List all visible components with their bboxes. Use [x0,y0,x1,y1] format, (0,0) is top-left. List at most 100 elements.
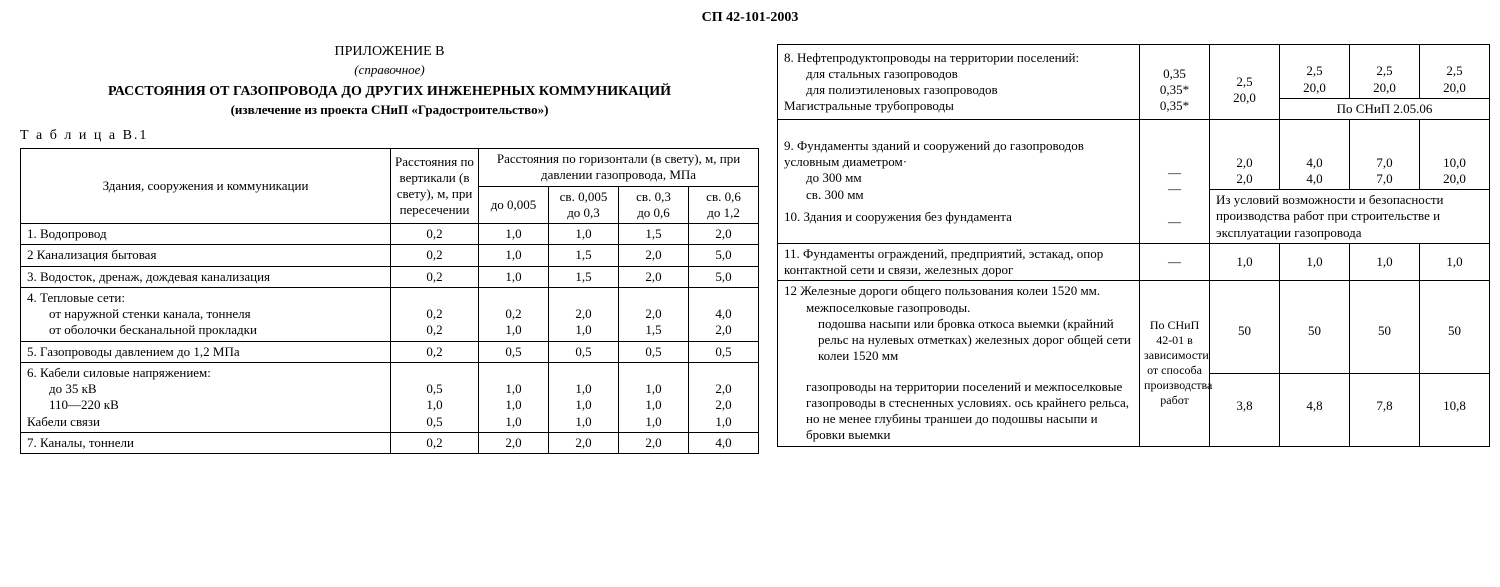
row-4-label: 4. Тепловые сети: от наружной стенки кан… [21,287,391,341]
cell-v: 7,0 [1376,155,1392,170]
cell: 0,2 [391,432,479,453]
cell: 0,21,0 [479,287,549,341]
cell: 2,0 [689,224,759,245]
th-p3a: св. 0,3 [636,189,671,204]
main-title: РАССТОЯНИЯ ОТ ГАЗОПРОВОДА ДО ДРУГИХ ИНЖЕ… [20,84,759,100]
two-column-layout: ПРИЛОЖЕНИЕ В (справочное) РАССТОЯНИЯ ОТ … [20,44,1480,454]
cell: 50 10,8 [1420,281,1490,446]
row-2: 2 Канализация бытовая 0,2 1,0 1,5 2,0 5,… [21,245,759,266]
cell-v: 1,0 [505,381,521,396]
row-12a2: подошва насыпи или бровка откоса выемки … [784,316,1135,365]
cell-v: 1,0 [505,322,521,337]
th-structures: Здания, сооружения и коммуникации [21,149,391,224]
cell: 1,0 [1210,243,1280,281]
cell-v: 1,5 [645,322,661,337]
row-8c-span: По СНиП 2.05.06 [1280,98,1489,119]
row-8b-label: для полиэтиленовых газопроводов [784,82,1135,98]
cell: 1,0 [479,224,549,245]
cell: 7,07,0 [1350,120,1420,190]
cell-v: 0,2 [426,306,442,321]
th-p3: св. 0,3до 0,6 [619,186,689,224]
cell: 5,0 [689,266,759,287]
cell: 2,520,0 [1280,45,1350,98]
cell: 0,51,00,5 [391,362,479,432]
cell: 0,2 [391,266,479,287]
cell: 2,02,0 [1210,120,1280,190]
cell-block: 2,02,0 4,04,0 7,07,0 10,020,0 Из условий… [1210,120,1490,244]
cell: 2,0 [619,432,689,453]
cell: 4,8 [1280,373,1349,438]
cell-v: 20,0 [1443,171,1466,186]
cell: 0,2 [391,224,479,245]
cell-v: 1,0 [505,414,521,429]
cell-v: 0,5 [426,414,442,429]
cell: 0,5 [549,341,619,362]
th-p2b: до 0,3 [567,205,600,220]
cell: 1,5 [549,266,619,287]
table-right: 8. Нефтепродуктопроводы на территории по… [777,44,1490,447]
row-4: 4. Тепловые сети: от наружной стенки кан… [21,287,759,341]
row-8a-label: для стальных газопроводов [784,66,1135,82]
cell: 4,04,0 [1280,120,1350,190]
row-8-label: 8. Нефтепродуктопроводы на территории по… [778,45,1140,120]
cell: 2,01,0 [549,287,619,341]
cell-v: 2,5 [1236,74,1252,89]
cell: 50 [1210,289,1279,374]
cell: 50 4,8 [1280,281,1350,446]
main-subtitle: (извлечение из проекта СНиП «Градостроит… [20,102,759,118]
cell: 2,02,01,0 [689,362,759,432]
cell: 5,0 [689,245,759,266]
cell: 2,01,5 [619,287,689,341]
row-12a1: межпоселковые газопроводы. [784,300,1135,316]
row-5-label: 5. Газопроводы давлением до 1,2 МПа [21,341,391,362]
row-9-10: 9. Фундаменты зданий и сооружений до газ… [778,120,1490,244]
cell: 1,0 [479,245,549,266]
cell: 0,5 [619,341,689,362]
cell-v: 0,2 [426,322,442,337]
row-4-head: 4. Тепловые сети: [27,290,386,306]
subtable: 50 7,8 [1350,289,1419,438]
cell-v: 2,0 [715,381,731,396]
th-p3b: до 0,6 [637,205,670,220]
row-9-10-label: 9. Фундаменты зданий и сооружений до газ… [778,120,1140,244]
row-6c-label: Кабели связи [27,414,386,430]
cell-v: 7,0 [1376,171,1392,186]
cell-v: 1,0 [505,397,521,412]
row-10-label: 10. Здания и сооружения без фундамента [784,209,1135,225]
cell-v: 1,0 [645,414,661,429]
row-8c-label: Магистральные трубопроводы [784,98,1135,114]
cell-v: 1,0 [645,397,661,412]
row-12-head: 12 Железные дороги общего пользования ко… [784,283,1135,299]
row-11-label: 11. Фундаменты ограждений, предприятий, … [778,243,1140,281]
cell: 1,0 [1280,243,1350,281]
cell-v: — [1168,165,1181,180]
cell-v: 20,0 [1233,90,1256,105]
cell: ——— [1140,120,1210,244]
left-column: ПРИЛОЖЕНИЕ В (справочное) РАССТОЯНИЯ ОТ … [20,44,759,454]
appendix-note: (справочное) [20,62,759,78]
row-1: 1. Водопровод 0,2 1,0 1,0 1,5 2,0 [21,224,759,245]
cell: 50 7,8 [1350,281,1420,446]
row-10-span: Из условий возможности и безопасности пр… [1210,190,1489,243]
appendix-title: ПРИЛОЖЕНИЕ В [20,44,759,60]
subtable: 2,02,0 4,04,0 7,07,0 10,020,0 Из условий… [1210,120,1489,243]
table-left: Здания, сооружения и коммуникации Рассто… [20,148,759,454]
cell: 0,5 [689,341,759,362]
row-6-head: 6. Кабели силовые напряжением: [27,365,386,381]
subtable: 50 4,8 [1280,289,1349,438]
subtable: 50 3,8 [1210,289,1279,438]
row-5: 5. Газопроводы давлением до 1,2 МПа 0,2 … [21,341,759,362]
row-6-label: 6. Кабели силовые напряжением: до 35 кВ … [21,362,391,432]
cell: 4,0 [689,432,759,453]
cell-v: 4,0 [715,306,731,321]
cell-v: 4,0 [1306,155,1322,170]
cell-v: 0,35* [1160,82,1189,97]
cell: 2,0 [619,245,689,266]
cell-v: 2,0 [1236,171,1252,186]
cell-span: 2,520,0 2,520,0 2,520,0 По СНиП 2.05.06 [1280,45,1490,120]
doc-code: СП 42-101-2003 [20,10,1480,26]
cell-v: 2,0 [645,306,661,321]
cell: 1,0 [479,266,549,287]
row-4a-label: от наружной стенки канала, тоннеля [27,306,386,322]
th-p4a: св. 0,6 [706,189,741,204]
